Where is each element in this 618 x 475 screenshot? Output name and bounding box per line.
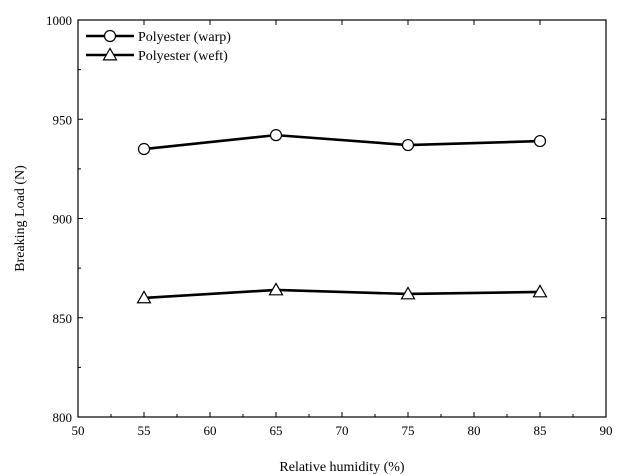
legend-marker	[102, 47, 118, 61]
plot-frame	[77, 19, 607, 418]
x-axis-ticks: 50 55 60 65 70 75 80 85 90	[72, 20, 613, 438]
series-line	[143, 288, 541, 300]
y-tick-label: 800	[53, 410, 73, 425]
x-axis-title: Relative humidity (%)	[279, 460, 405, 475]
y-tick-label: 950	[53, 112, 73, 127]
legend-label: Polyester (weft)	[138, 49, 228, 64]
x-tick-label: 75	[402, 423, 415, 438]
x-tick-label: 90	[600, 423, 613, 438]
y-axis-ticks: 800 850 900 950 1000	[46, 13, 606, 425]
legend-marker	[103, 29, 117, 43]
x-tick-label: 60	[204, 423, 217, 438]
series-weft	[136, 282, 548, 304]
x-tick-label: 50	[72, 423, 85, 438]
x-tick-label: 55	[138, 423, 151, 438]
y-tick-label: 1000	[46, 13, 72, 28]
plot-border	[77, 19, 607, 418]
x-tick-label: 70	[336, 423, 349, 438]
y-axis-title: Breaking Load (N)	[13, 165, 28, 272]
data-point	[269, 129, 283, 142]
x-tick-label: 85	[534, 423, 547, 438]
data-point	[268, 282, 284, 296]
data-point	[401, 138, 415, 152]
legend: Polyester (warp) Polyester (weft)	[86, 29, 231, 64]
data-point	[533, 134, 547, 148]
series-line	[143, 133, 541, 151]
data-point	[136, 290, 152, 304]
data-point	[137, 142, 151, 156]
y-tick-label: 850	[53, 311, 73, 326]
series-layer	[136, 129, 548, 304]
x-tick-label: 80	[468, 423, 481, 438]
data-point	[400, 286, 416, 300]
x-tick-label: 65	[270, 423, 283, 438]
data-point	[532, 284, 548, 298]
y-tick-label: 900	[53, 212, 73, 227]
legend-label: Polyester (warp)	[138, 30, 231, 45]
series-warp	[137, 129, 547, 156]
